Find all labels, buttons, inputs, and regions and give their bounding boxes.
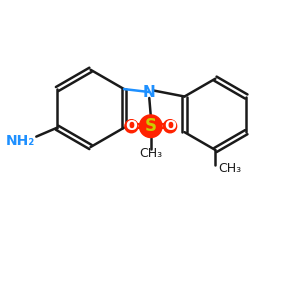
Text: S: S [145, 117, 157, 135]
Circle shape [125, 120, 138, 133]
Text: CH₃: CH₃ [218, 162, 242, 175]
Text: CH₃: CH₃ [139, 147, 162, 161]
Circle shape [140, 115, 162, 137]
Text: O: O [164, 119, 176, 133]
Circle shape [164, 120, 177, 133]
Text: O: O [125, 119, 137, 133]
Text: NH₂: NH₂ [5, 134, 34, 148]
Text: N: N [143, 85, 156, 100]
